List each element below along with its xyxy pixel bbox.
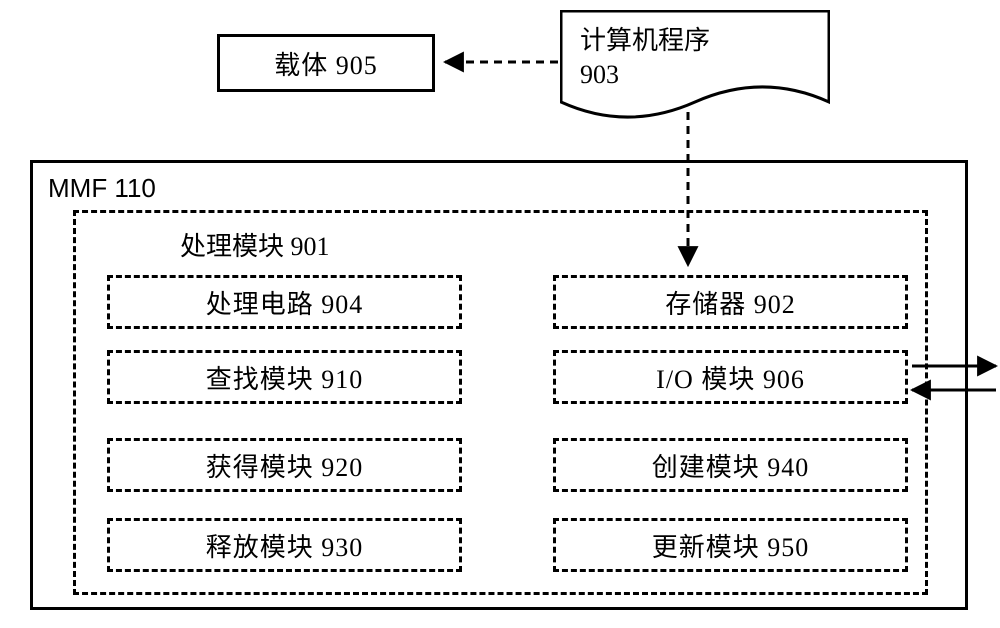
release-label: 释放模块 930: [206, 527, 364, 564]
diagram-canvas: 载体 905 计算机程序 903 MMF 110 处理模块 901 处理电路 9…: [0, 0, 1000, 628]
carrier-box: 载体 905: [217, 34, 435, 92]
io-label: I/O 模块 906: [656, 359, 805, 396]
obtain-label: 获得模块 920: [206, 447, 364, 484]
release-box: 释放模块 930: [107, 518, 462, 572]
mmf-label: MMF 110: [48, 173, 156, 204]
obtain-box: 获得模块 920: [107, 438, 462, 492]
memory-box: 存储器 902: [553, 275, 908, 329]
proc-circuit-box: 处理电路 904: [107, 275, 462, 329]
program-label-line2: 903: [580, 58, 710, 92]
update-box: 更新模块 950: [553, 518, 908, 572]
create-label: 创建模块 940: [652, 447, 810, 484]
processing-module-label: 处理模块 901: [180, 226, 330, 263]
update-label: 更新模块 950: [652, 527, 810, 564]
proc-circuit-label: 处理电路 904: [206, 284, 364, 321]
program-doc: 计算机程序 903: [560, 10, 830, 128]
io-box: I/O 模块 906: [553, 350, 908, 404]
program-label-line1: 计算机程序: [580, 24, 710, 58]
carrier-label: 载体 905: [274, 45, 378, 82]
lookup-label: 查找模块 910: [206, 359, 364, 396]
create-box: 创建模块 940: [553, 438, 908, 492]
memory-label: 存储器 902: [665, 284, 796, 321]
lookup-box: 查找模块 910: [107, 350, 462, 404]
